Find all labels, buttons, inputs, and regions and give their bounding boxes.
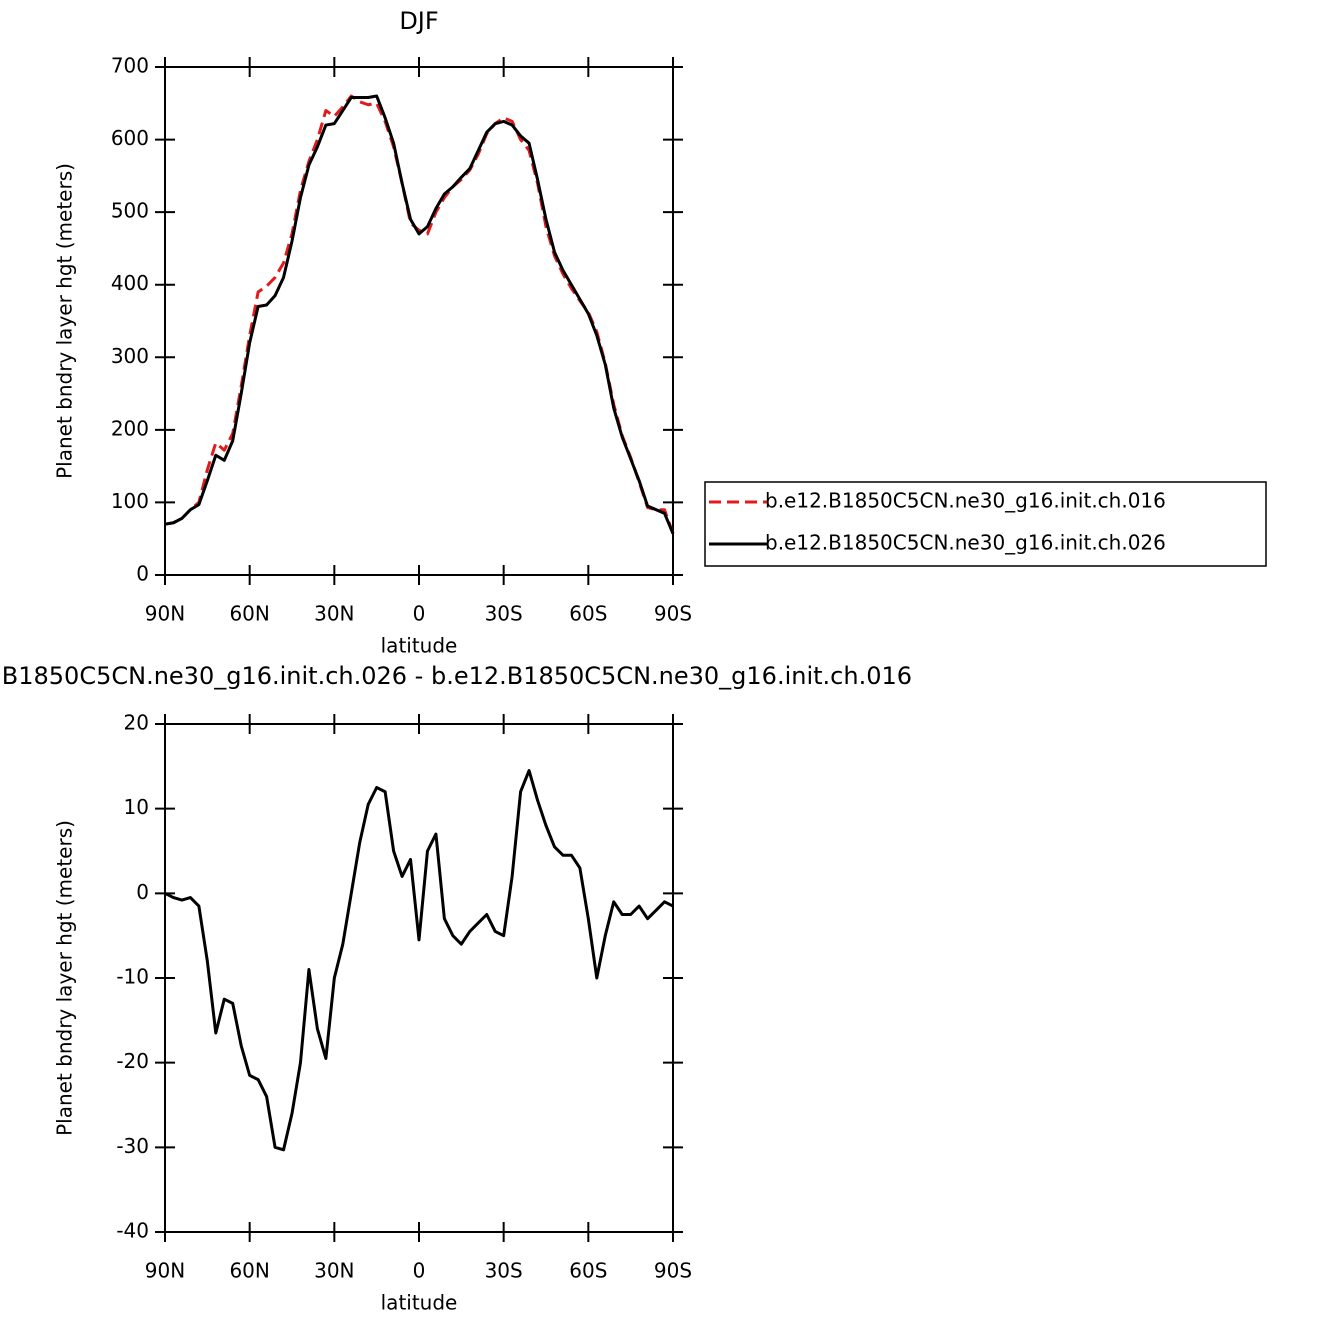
legend-box (704, 481, 1267, 567)
x-tick-label: 60S (569, 1259, 607, 1283)
x-tick-label: 0 (413, 1259, 426, 1283)
y-tick-label: 0 (136, 562, 149, 586)
y-tick-label: 10 (124, 795, 149, 819)
data-line (164, 94, 675, 535)
legend-label: b.e12.B1850C5CN.ne30_g16.init.ch.026 (765, 531, 1166, 555)
x-tick-label: 90S (654, 602, 692, 626)
y-tick-label: 400 (111, 271, 149, 295)
y-tick-label: 100 (111, 489, 149, 513)
x-tick-label: 30S (485, 1259, 523, 1283)
y-tick-label: 20 (124, 711, 149, 735)
x-axis-label: latitude (381, 1291, 458, 1315)
x-tick-label: 30N (314, 602, 354, 626)
y-tick-label: -30 (116, 1134, 149, 1158)
y-tick-label: 300 (111, 344, 149, 368)
x-tick-label: 60N (229, 1259, 269, 1283)
y-tick-label: 500 (111, 199, 149, 223)
plot-frame (164, 66, 674, 576)
data-line (164, 94, 675, 535)
x-tick-label: 0 (413, 602, 426, 626)
plot-frame (164, 723, 674, 1233)
y-axis-label: Planet bndry layer hgt (meters) (53, 820, 77, 1136)
x-tick-label: 90N (145, 602, 185, 626)
y-axis-label: Planet bndry layer hgt (meters) (53, 163, 77, 479)
chart-title: DJF (399, 7, 438, 35)
x-tick-label: 60N (229, 602, 269, 626)
y-tick-label: -20 (116, 1049, 149, 1073)
x-tick-label: 30S (485, 602, 523, 626)
chart-title: b.e12.B1850C5CN.ne30_g16.init.ch.026 - b… (0, 662, 912, 690)
y-tick-label: 0 (136, 880, 149, 904)
x-tick-label: 90N (145, 1259, 185, 1283)
x-tick-label: 90S (654, 1259, 692, 1283)
x-tick-label: 60S (569, 602, 607, 626)
y-tick-label: 700 (111, 54, 149, 78)
legend-label: b.e12.B1850C5CN.ne30_g16.init.ch.016 (765, 489, 1166, 513)
x-axis-label: latitude (381, 634, 458, 658)
y-tick-label: 600 (111, 126, 149, 150)
y-tick-label: -40 (116, 1219, 149, 1243)
y-tick-label: 200 (111, 416, 149, 440)
data-line (164, 769, 674, 1152)
x-tick-label: 30N (314, 1259, 354, 1283)
y-tick-label: -10 (116, 965, 149, 989)
